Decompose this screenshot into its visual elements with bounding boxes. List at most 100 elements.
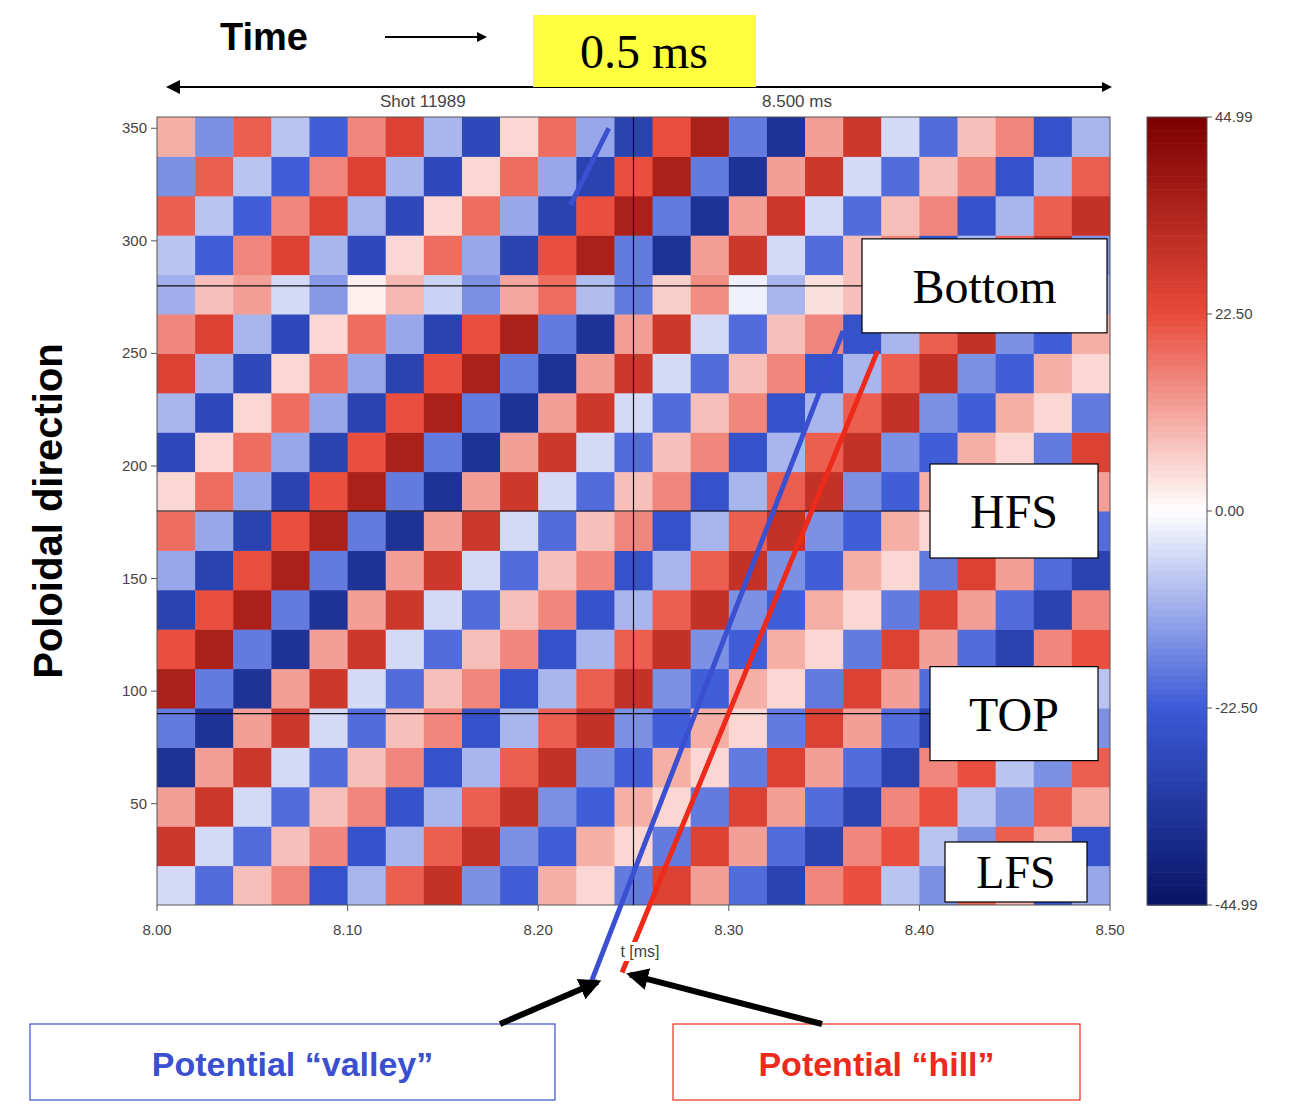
heatmap-cell bbox=[348, 275, 387, 315]
colorbar-strip bbox=[1147, 478, 1207, 485]
heatmap-cell bbox=[996, 353, 1035, 393]
heatmap-cell bbox=[195, 196, 234, 236]
heatmap-cell bbox=[653, 314, 692, 354]
heatmap-cell bbox=[996, 393, 1035, 433]
heatmap-cell bbox=[424, 275, 463, 315]
heatmap-cell bbox=[386, 472, 425, 512]
heatmap-cell bbox=[386, 314, 425, 354]
heatmap-cell bbox=[881, 669, 920, 709]
heatmap-cell bbox=[576, 393, 615, 433]
heatmap-cell bbox=[691, 117, 730, 157]
heatmap-cell bbox=[958, 393, 997, 433]
colorbar-strip bbox=[1147, 406, 1207, 413]
colorbar-strip bbox=[1147, 596, 1207, 603]
heatmap-cell bbox=[843, 550, 882, 590]
colorbar-strip bbox=[1147, 137, 1207, 144]
heatmap-cell bbox=[805, 117, 844, 157]
colorbar-strip bbox=[1147, 485, 1207, 492]
heatmap-cell bbox=[729, 235, 768, 275]
heatmap-cell bbox=[538, 826, 577, 866]
heatmap-cell bbox=[157, 196, 196, 236]
heatmap-cell bbox=[233, 866, 272, 905]
y-tick-label: 350 bbox=[122, 119, 147, 136]
heatmap-cell bbox=[805, 590, 844, 630]
colorbar-strip bbox=[1147, 347, 1207, 354]
heatmap-cell bbox=[576, 866, 615, 905]
heatmap-cell bbox=[462, 156, 501, 196]
colorbar-strip bbox=[1147, 176, 1207, 183]
heatmap-cell bbox=[958, 353, 997, 393]
heatmap-cell bbox=[309, 353, 348, 393]
heatmap-cell bbox=[309, 747, 348, 787]
heatmap-cell bbox=[653, 432, 692, 472]
heatmap-cell bbox=[157, 472, 196, 512]
heatmap-cell bbox=[157, 826, 196, 866]
heatmap-cell bbox=[462, 629, 501, 669]
heatmap-cell bbox=[996, 117, 1035, 157]
heatmap-cell bbox=[881, 826, 920, 866]
heatmap-cell bbox=[843, 669, 882, 709]
heatmap-cell bbox=[538, 590, 577, 630]
heatmap-cell bbox=[1072, 787, 1110, 827]
potential-label: Potential “valley” bbox=[152, 1045, 434, 1083]
heatmap-cell bbox=[309, 117, 348, 157]
colorbar-strip bbox=[1147, 380, 1207, 387]
heatmap-cell bbox=[500, 590, 539, 630]
heatmap-cell bbox=[271, 629, 310, 669]
heatmap-cell bbox=[195, 669, 234, 709]
pointer-arrow bbox=[500, 982, 598, 1024]
heatmap-cell bbox=[386, 275, 425, 315]
heatmap-cell bbox=[157, 669, 196, 709]
heatmap-cell bbox=[309, 314, 348, 354]
heatmap-cell bbox=[919, 196, 958, 236]
heatmap-cell bbox=[653, 156, 692, 196]
colorbar-strip bbox=[1147, 662, 1207, 669]
colorbar-strip bbox=[1147, 432, 1207, 439]
heatmap-cell bbox=[309, 787, 348, 827]
heatmap-cell bbox=[1034, 787, 1073, 827]
heatmap-cell bbox=[271, 393, 310, 433]
heatmap-cell bbox=[386, 235, 425, 275]
colorbar-strip bbox=[1147, 399, 1207, 406]
heatmap-cell bbox=[157, 117, 196, 157]
y-tick-label: 50 bbox=[130, 795, 147, 812]
heatmap-cell bbox=[576, 826, 615, 866]
heatmap-cell bbox=[538, 629, 577, 669]
heatmap-cell bbox=[805, 747, 844, 787]
colorbar-strip bbox=[1147, 767, 1207, 774]
heatmap-cell bbox=[996, 629, 1035, 669]
colorbar-strip bbox=[1147, 879, 1207, 886]
title: Shot 11989 bbox=[380, 92, 466, 111]
label-box bbox=[945, 842, 1087, 902]
colorbar-strip bbox=[1147, 544, 1207, 551]
heatmap-cell bbox=[691, 432, 730, 472]
heatmap-cell bbox=[271, 550, 310, 590]
heatmap-cell bbox=[881, 787, 920, 827]
heatmap-cell bbox=[767, 117, 806, 157]
heatmap-cell bbox=[462, 550, 501, 590]
colorbar-tick-label: 0.00 bbox=[1215, 502, 1244, 519]
heatmap-cell bbox=[538, 117, 577, 157]
heatmap-cell bbox=[919, 629, 958, 669]
label-box bbox=[930, 667, 1098, 761]
heatmap-cell bbox=[805, 669, 844, 709]
x-tick bbox=[1110, 905, 1111, 911]
y-tick-label: 200 bbox=[122, 457, 147, 474]
heatmap-cell bbox=[424, 787, 463, 827]
heatmap-cell bbox=[805, 826, 844, 866]
label-box bbox=[930, 464, 1098, 558]
reference-line bbox=[157, 713, 930, 714]
heatmap-cell bbox=[729, 275, 768, 315]
colorbar-strip bbox=[1147, 498, 1207, 505]
colorbar-strip bbox=[1147, 393, 1207, 400]
colorbar-strip bbox=[1147, 655, 1207, 662]
heatmap-cell bbox=[424, 629, 463, 669]
heatmap-cell bbox=[233, 826, 272, 866]
heatmap-cell bbox=[424, 432, 463, 472]
heatmap-cell bbox=[653, 590, 692, 630]
heatmap-cell bbox=[767, 393, 806, 433]
x-tick-label: 8.00 bbox=[142, 921, 171, 938]
colorbar-strip bbox=[1147, 419, 1207, 426]
heatmap-cell bbox=[500, 156, 539, 196]
colorbar-strip bbox=[1147, 669, 1207, 676]
